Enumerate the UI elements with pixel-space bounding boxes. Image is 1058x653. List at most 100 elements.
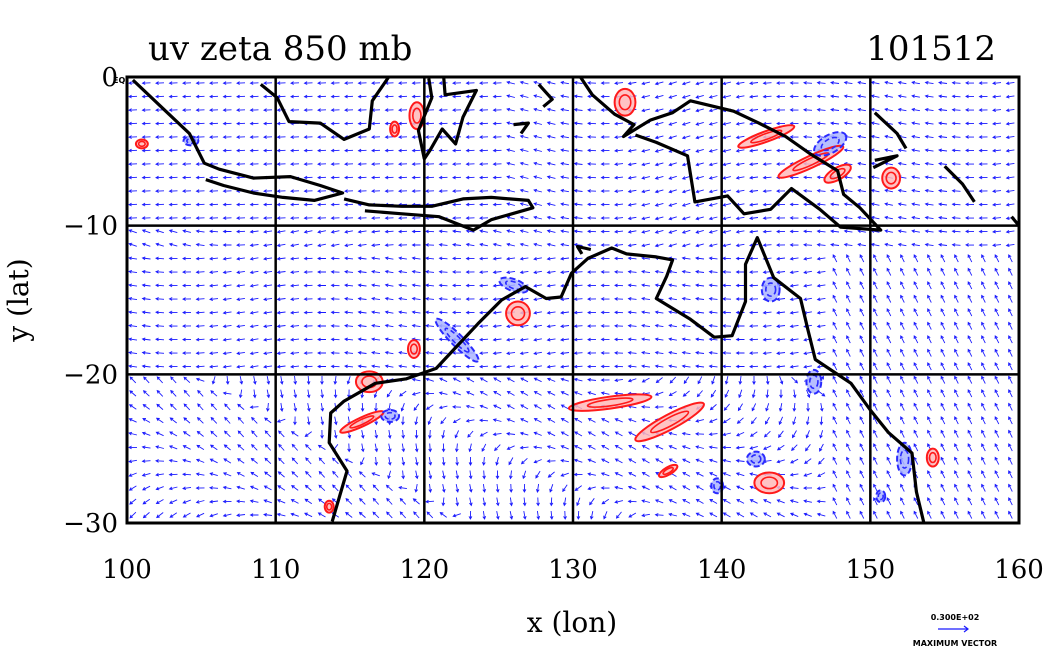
x-tick-label: 160 <box>994 555 1044 585</box>
coastline <box>943 165 976 203</box>
y-tick-label: −10 <box>63 212 118 242</box>
negative-vorticity-fill <box>711 478 724 494</box>
vorticity-contour-layer <box>134 87 940 514</box>
positive-vorticity-inner-contour <box>649 410 690 434</box>
positive-vorticity-inner-contour <box>510 306 526 321</box>
positive-vorticity-inner-contour <box>137 140 146 148</box>
negative-vorticity-contour <box>760 276 781 303</box>
positive-vorticity-contour <box>657 463 679 479</box>
positive-vorticity-contour <box>777 144 845 179</box>
positive-vorticity-inner-contour <box>325 502 333 511</box>
tick-labels: 100 110 120 130 140 150 160 0 −10 −20 −30 EQ <box>63 63 1044 585</box>
vector-legend-caption: MAXIMUM VECTOR <box>913 639 997 648</box>
vector-legend: 0.300E+02 MAXIMUM VECTOR <box>913 613 997 648</box>
negative-vorticity-fill <box>761 277 780 302</box>
negative-vorticity-contour <box>813 131 848 157</box>
negative-vorticity-contour <box>875 489 887 504</box>
positive-vorticity-contour <box>567 393 653 412</box>
plot-frame <box>125 75 1021 525</box>
negative-vorticity-inner-contour <box>384 411 396 421</box>
negative-vorticity-inner-contour <box>877 492 884 501</box>
negative-vorticity-fill <box>806 369 822 394</box>
wind-vectors <box>128 80 1015 520</box>
coastline <box>513 121 531 135</box>
negative-vorticity-contour <box>710 477 725 495</box>
positive-vorticity-fill <box>407 340 420 358</box>
positive-vorticity-inner-contour <box>750 129 783 144</box>
negative-vorticity-contour <box>498 276 529 294</box>
positive-vorticity-contour <box>505 300 531 327</box>
equator-marker: EQ <box>113 76 125 85</box>
coastline <box>416 77 478 161</box>
negative-vorticity-inner-contour <box>750 454 762 464</box>
positive-vorticity-contour <box>134 138 149 150</box>
x-tick-label: 130 <box>548 555 598 585</box>
vector-legend-value: 0.300E+02 <box>931 613 980 622</box>
positive-vorticity-inner-contour <box>662 466 675 476</box>
y-tick-label: −30 <box>63 509 118 539</box>
positive-vorticity-inner-contour <box>391 124 398 134</box>
positive-vorticity-contour <box>634 401 705 443</box>
negative-vorticity-contour <box>434 317 480 363</box>
negative-vorticity-fill <box>746 451 765 467</box>
negative-vorticity-fill <box>435 318 479 362</box>
coastline <box>327 236 926 523</box>
coastline <box>259 77 391 141</box>
positive-vorticity-fill <box>754 472 785 494</box>
positive-vorticity-contour <box>881 166 902 190</box>
positive-vorticity-contour <box>406 339 421 359</box>
negative-vorticity-inner-contour <box>444 327 470 353</box>
positive-vorticity-fill <box>614 88 636 116</box>
negative-vorticity-inner-contour <box>820 136 840 152</box>
wind-vector-field <box>128 80 1015 520</box>
positive-vorticity-contour <box>389 120 401 138</box>
negative-vorticity-inner-contour <box>899 449 910 469</box>
negative-vorticity-contour <box>805 368 823 395</box>
x-tick-label: 110 <box>251 555 301 585</box>
coastline <box>537 83 554 108</box>
coastline <box>873 111 908 150</box>
negative-vorticity-contour <box>380 409 401 423</box>
coastline <box>579 77 883 232</box>
date-label: 101512 <box>866 29 996 69</box>
positive-vorticity-fill <box>635 402 704 442</box>
negative-vorticity-inner-contour <box>765 282 777 297</box>
coastline <box>872 154 899 170</box>
lat-lon-gridlines <box>127 77 1019 523</box>
positive-vorticity-fill <box>506 301 530 326</box>
y-axis-label: y (lat) <box>2 258 35 342</box>
positive-vorticity-inner-contour <box>618 94 632 111</box>
x-tick-label: 100 <box>102 555 152 585</box>
y-tick-label: −20 <box>63 360 118 390</box>
positive-vorticity-contour <box>737 124 796 149</box>
y-tick-label: 0 <box>101 63 118 93</box>
negative-vorticity-fill <box>381 410 400 422</box>
positive-vorticity-contour <box>753 471 786 495</box>
x-tick-label: 120 <box>400 555 450 585</box>
positive-vorticity-inner-contour <box>412 107 422 124</box>
x-tick-label: 150 <box>846 555 896 585</box>
chart-title: uv zeta 850 mb <box>148 29 412 69</box>
coastline <box>575 244 592 255</box>
negative-vorticity-contour <box>745 450 766 468</box>
coastline <box>131 78 345 202</box>
positive-vorticity-inner-contour <box>760 476 779 490</box>
negative-vorticity-inner-contour <box>713 480 722 491</box>
positive-vorticity-inner-contour <box>586 397 634 408</box>
positive-vorticity-inner-contour <box>349 415 375 429</box>
positive-vorticity-inner-contour <box>885 171 897 185</box>
x-tick-label: 140 <box>697 555 747 585</box>
positive-vorticity-contour <box>323 499 335 514</box>
positive-vorticity-fill <box>926 448 939 467</box>
positive-vorticity-inner-contour <box>928 451 937 464</box>
positive-vorticity-contour <box>613 87 637 117</box>
coastline <box>343 195 535 232</box>
positive-vorticity-fill <box>355 371 383 393</box>
positive-vorticity-inner-contour <box>409 343 418 355</box>
positive-vorticity-fill <box>882 167 901 189</box>
vector-legend-arrowhead <box>963 625 969 633</box>
positive-vorticity-contour <box>925 447 940 468</box>
negative-vorticity-inner-contour <box>186 137 196 145</box>
x-axis-label: x (lon) <box>527 606 617 639</box>
